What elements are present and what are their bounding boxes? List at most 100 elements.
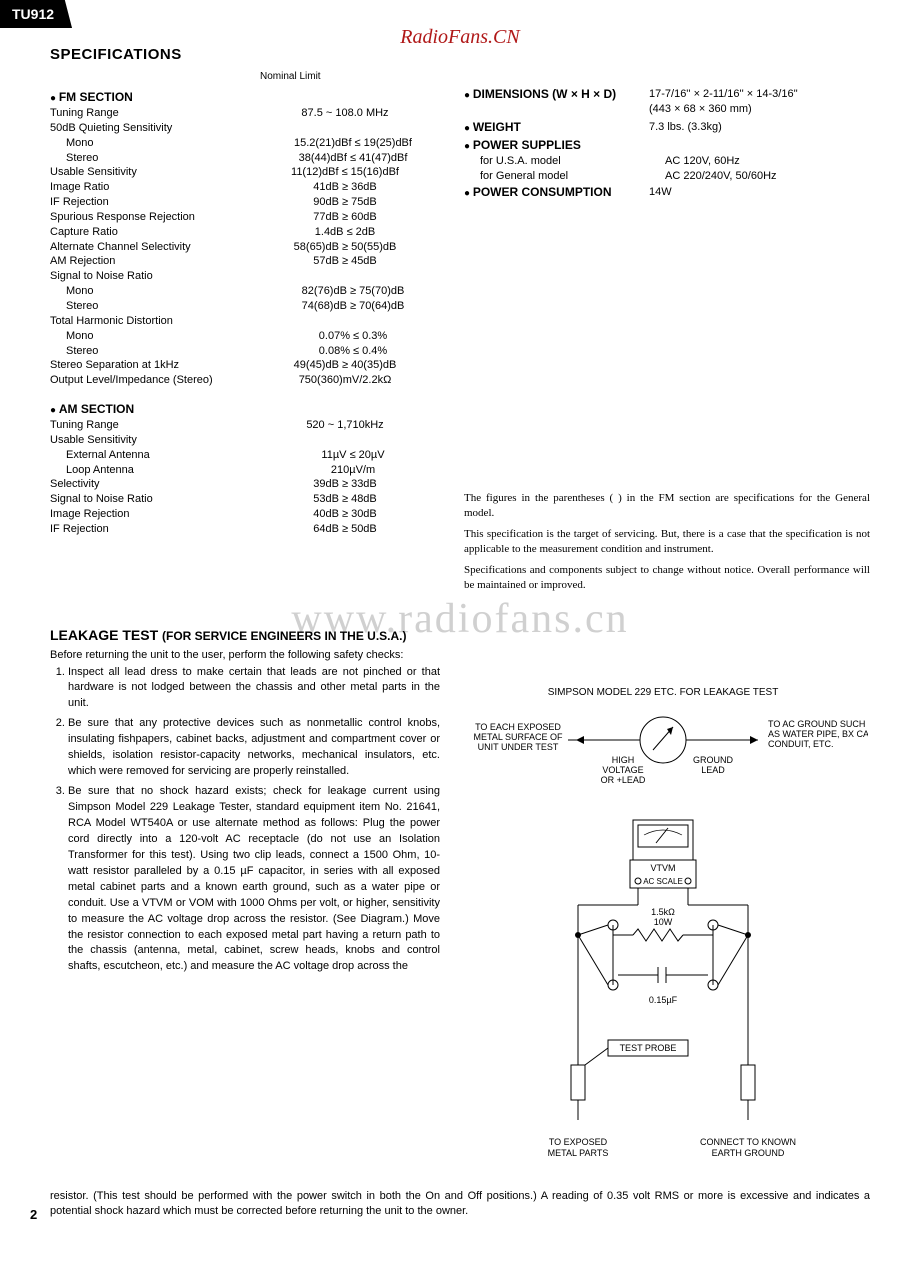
svg-text:0.15µF: 0.15µF [649, 995, 678, 1005]
spec-label: Capture Ratio [50, 225, 250, 240]
spec-value: 57dB ≥ 45dB [250, 254, 440, 269]
svg-text:TEST PROBE: TEST PROBE [620, 1043, 677, 1053]
spec-value: 87.5 ~ 108.0 MHz [250, 106, 440, 121]
spec-value [250, 121, 440, 136]
spec-label: Spurious Response Rejection [50, 210, 250, 225]
spec-value: 11(12)dBf ≤ 15(16)dBf [250, 165, 440, 180]
spec-row: External Antenna11µV ≤ 20µV [50, 448, 440, 463]
spec-value: 40dB ≥ 30dB [250, 507, 440, 522]
right-section-head: POWER CONSUMPTION [464, 185, 649, 199]
spec-label: AM Rejection [50, 254, 250, 269]
leakage-list: Inspect all lead dress to make certain t… [50, 665, 440, 1187]
right-section-head: POWER SUPPLIES [464, 138, 649, 152]
right-section-head: DIMENSIONS (W × H × D) [464, 87, 649, 101]
spec-row: Mono82(76)dB ≥ 75(70)dB [50, 284, 440, 299]
spec-row: Usable Sensitivity [50, 433, 440, 448]
model-badge: TU912 [0, 0, 72, 28]
leakage-tail: resistor. (This test should be performed… [50, 1189, 870, 1221]
right-section-head: WEIGHT [464, 120, 649, 134]
diag-top-label: SIMPSON MODEL 229 ETC. FOR LEAKAGE TEST [548, 687, 779, 698]
spec-label: Usable Sensitivity [50, 165, 250, 180]
leakage-diagram: SIMPSON MODEL 229 ETC. FOR LEAKAGE TEST … [458, 665, 870, 1187]
spec-label: Usable Sensitivity [50, 433, 250, 448]
svg-text:VTVM: VTVM [650, 863, 675, 873]
spec-row: Signal to Noise Ratio [50, 269, 440, 284]
spec-label: Stereo Separation at 1kHz [50, 358, 250, 373]
spec-row: Stereo0.08% ≤ 0.4% [50, 344, 440, 359]
svg-text:AC SCALE: AC SCALE [643, 877, 683, 886]
spec-label: Stereo [50, 151, 266, 166]
spec-label: External Antenna [50, 448, 266, 463]
spec-label: Image Ratio [50, 180, 250, 195]
note-paragraph: Specifications and components subject to… [464, 563, 870, 593]
leakage-title: LEAKAGE TEST (FOR SERVICE ENGINEERS IN T… [50, 627, 870, 643]
nominal-limit-header: Nominal Limit [260, 71, 440, 82]
spec-value: 39dB ≥ 33dB [250, 477, 440, 492]
svg-text:TO EXPOSEDMETAL PARTS: TO EXPOSEDMETAL PARTS [548, 1137, 609, 1158]
note-paragraph: This specification is the target of serv… [464, 527, 870, 557]
spec-value [250, 314, 440, 329]
spec-row: 50dB Quieting Sensitivity [50, 121, 440, 136]
spec-label: Signal to Noise Ratio [50, 492, 250, 507]
spec-label: Image Rejection [50, 507, 250, 522]
spec-value: 210µV/m [266, 463, 440, 478]
spec-row: Tuning Range87.5 ~ 108.0 MHz [50, 106, 440, 121]
spec-label: Tuning Range [50, 106, 250, 121]
spec-label: Selectivity [50, 477, 250, 492]
spec-row: Stereo Separation at 1kHz49(45)dB ≥ 40(3… [50, 358, 440, 373]
spec-row: AM Rejection57dB ≥ 45dB [50, 254, 440, 269]
spec-label: Mono [50, 329, 266, 344]
spec-value: 17-7/16'' × 2-11/16'' × 14-3/16'' [649, 87, 870, 102]
page-title: SPECIFICATIONS [50, 46, 870, 63]
spec-label: Mono [50, 136, 266, 151]
spec-label: Alternate Channel Selectivity [50, 240, 250, 255]
spec-row: Signal to Noise Ratio53dB ≥ 48dB [50, 492, 440, 507]
am-section-head: AM SECTION [50, 402, 440, 416]
spec-value: 1.4dB ≤ 2dB [250, 225, 440, 240]
spec-label: Signal to Noise Ratio [50, 269, 250, 284]
leakage-list-item: Be sure that no shock hazard exists; che… [68, 784, 440, 975]
spec-value [250, 269, 440, 284]
spec-row: Image Ratio41dB ≥ 36dB [50, 180, 440, 195]
spec-value: 90dB ≥ 75dB [250, 195, 440, 210]
spec-label: Mono [50, 284, 266, 299]
spec-label: Total Harmonic Distortion [50, 314, 250, 329]
spec-row: Stereo38(44)dBf ≤ 41(47)dBf [50, 151, 440, 166]
spec-row: Loop Antenna210µV/m [50, 463, 440, 478]
spec-value: 14W [649, 185, 870, 200]
spec-value: 41dB ≥ 36dB [250, 180, 440, 195]
spec-row: IF Rejection64dB ≥ 50dB [50, 522, 440, 537]
spec-row: Selectivity39dB ≥ 33dB [50, 477, 440, 492]
spec-value: (443 × 68 × 360 mm) [649, 102, 870, 117]
spec-value: 64dB ≥ 50dB [250, 522, 440, 537]
spec-value: 58(65)dB ≥ 50(55)dB [250, 240, 440, 255]
leakage-list-item: Inspect all lead dress to make certain t… [68, 665, 440, 713]
svg-text:GROUNDLEAD: GROUNDLEAD [693, 755, 733, 775]
spec-label: IF Rejection [50, 195, 250, 210]
svg-text:TO EACH EXPOSEDMETAL SURFACE O: TO EACH EXPOSEDMETAL SURFACE OFUNIT UNDE… [473, 722, 563, 752]
svg-text:HIGHVOLTAGEOR +LEAD: HIGHVOLTAGEOR +LEAD [601, 755, 646, 785]
spec-value: 82(76)dB ≥ 75(70)dB [266, 284, 440, 299]
leakage-subtitle: (FOR SERVICE ENGINEERS IN THE U.S.A.) [162, 629, 406, 643]
spec-value: 0.07% ≤ 0.3% [266, 329, 440, 344]
note-paragraph: The figures in the parentheses ( ) in th… [464, 491, 870, 521]
spec-row: Usable Sensitivity11(12)dBf ≤ 15(16)dBf [50, 165, 440, 180]
spec-row: Tuning Range520 ~ 1,710kHz [50, 418, 440, 433]
spec-value: 49(45)dB ≥ 40(35)dB [250, 358, 440, 373]
spec-row: Output Level/Impedance (Stereo)750(360)m… [50, 373, 440, 388]
svg-text:CONNECT TO KNOWNEARTH GROUND: CONNECT TO KNOWNEARTH GROUND [700, 1137, 796, 1158]
leakage-intro: Before returning the unit to the user, p… [50, 649, 870, 661]
spec-label: IF Rejection [50, 522, 250, 537]
spec-label: Loop Antenna [50, 463, 266, 478]
spec-row: Total Harmonic Distortion [50, 314, 440, 329]
svg-text:TO AC GROUND SUCHAS WATER PIPE: TO AC GROUND SUCHAS WATER PIPE, BX CABLE… [768, 719, 868, 749]
spec-value: 7.3 lbs. (3.3kg) [649, 120, 870, 135]
spec-value: 520 ~ 1,710kHz [250, 418, 440, 433]
spec-row: Alternate Channel Selectivity58(65)dB ≥ … [50, 240, 440, 255]
svg-text:1.5kΩ10W: 1.5kΩ10W [651, 907, 675, 927]
spec-row: Capture Ratio1.4dB ≤ 2dB [50, 225, 440, 240]
spec-row: Stereo74(68)dB ≥ 70(64)dB [50, 299, 440, 314]
spec-value: 0.08% ≤ 0.4% [266, 344, 440, 359]
spec-row: IF Rejection90dB ≥ 75dB [50, 195, 440, 210]
spec-value: 750(360)mV/2.2kΩ [250, 373, 440, 388]
